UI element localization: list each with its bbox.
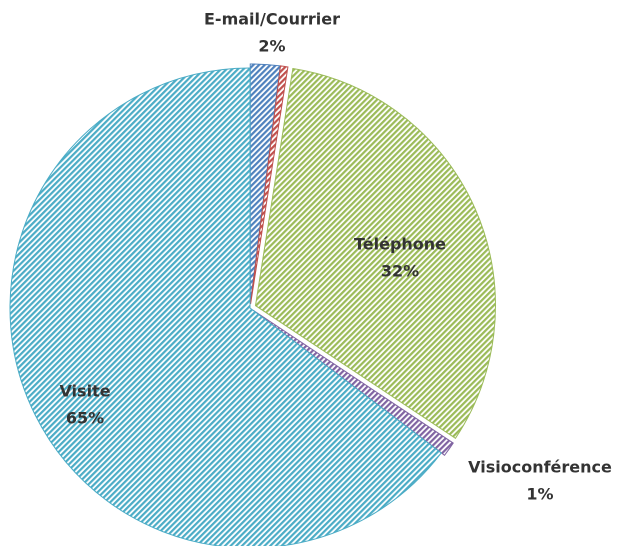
slice-value-label: 2% (258, 37, 285, 56)
slice-value-label: 1% (526, 485, 553, 504)
pie-slice (252, 309, 454, 457)
slice-label: Visioconférence (468, 458, 612, 477)
slice-value-label: 65% (66, 409, 104, 428)
pie-slice (254, 67, 496, 440)
slice-value-label: 32% (381, 262, 419, 281)
slice-label: Téléphone (354, 235, 446, 254)
pie-slice (9, 67, 442, 546)
slice-label: E-mail/Courrier (204, 10, 340, 29)
slice-label: Visite (59, 382, 110, 401)
pie-slice (250, 65, 289, 305)
